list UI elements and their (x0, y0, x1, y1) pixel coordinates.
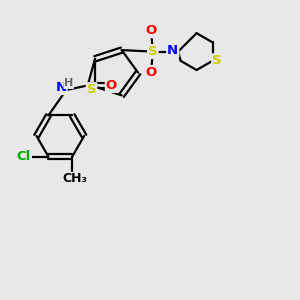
Text: O: O (146, 24, 157, 37)
Text: Cl: Cl (16, 150, 31, 163)
Text: S: S (148, 45, 158, 58)
Text: O: O (146, 66, 157, 79)
Text: O: O (106, 79, 117, 92)
Text: S: S (212, 54, 222, 67)
Text: N: N (167, 44, 178, 57)
Text: S: S (87, 83, 96, 96)
Text: N: N (56, 81, 67, 94)
Text: H: H (64, 78, 73, 88)
Text: CH₃: CH₃ (62, 172, 87, 185)
